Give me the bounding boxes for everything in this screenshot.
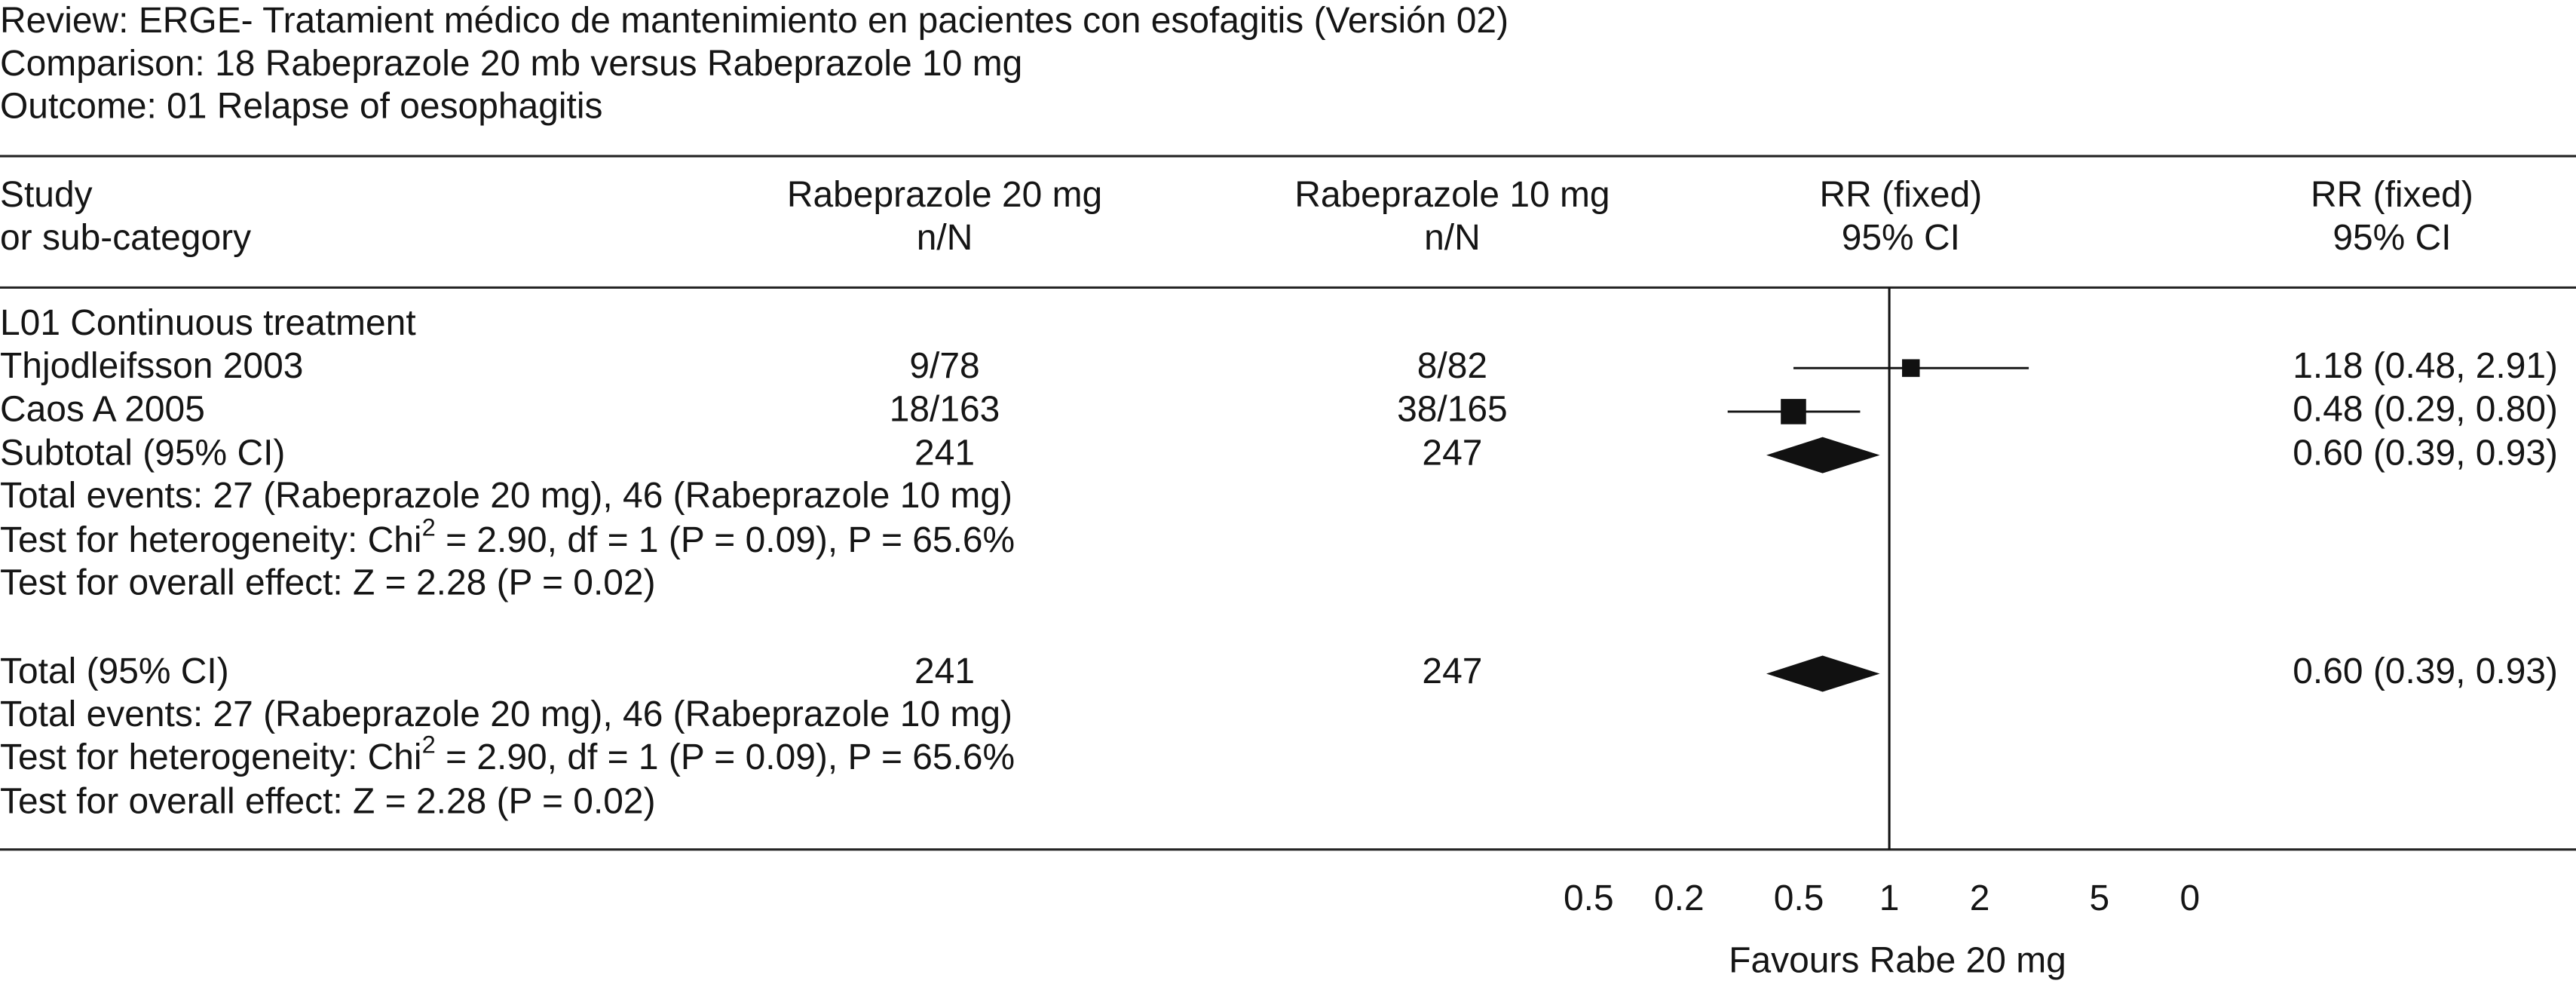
group1-cell: 241 [914,433,975,473]
group1-cell: 241 [914,651,975,691]
comparison: Comparison: 18 Rabeprazole 20 mb versus … [0,44,1022,84]
text-part: Test for heterogeneity: Chi [0,520,422,560]
column-header: n/N [1424,218,1481,258]
column-header: n/N [917,218,973,258]
estimate-label: 0.48 (0.29, 0.80) [2293,390,2558,430]
estimate-label: 1.18 (0.48, 2.91) [2293,346,2558,386]
column-header: RR (fixed) [2311,175,2473,215]
axis-label: Favours Rabe 20 mg [1729,941,2066,981]
group2-cell: 8/82 [1417,346,1487,386]
x-tick-label: 2 [1970,878,1990,918]
weight-square [1902,359,1920,377]
column-header: Study [0,175,93,215]
review-title: Review: ERGE- Tratamient médico de mante… [0,1,1509,41]
text-part: = 2.90, df = 1 (P = 0.09), P = 65.6% [436,737,1015,777]
overall-effect: Test for overall effect: Z = 2.28 (P = 0… [0,562,656,602]
pooled-name: Total (95% CI) [0,651,229,691]
column-header: 95% CI [1842,218,1960,258]
x-tick-label: 0.5 [1564,878,1614,918]
x-tick-label: 1 [1879,878,1900,918]
column-header: Rabeprazole 10 mg [1294,175,1610,215]
column-header: Rabeprazole 20 mg [787,175,1102,215]
column-header: RR (fixed) [1819,175,1982,215]
x-tick-label: 0.2 [1654,878,1705,918]
pooled-diamond [1766,437,1880,474]
study-name: Thjodleifsson 2003 [0,346,303,386]
pooled-diamond [1766,655,1880,692]
group2-cell: 247 [1422,651,1482,691]
heterogeneity-test: Test for heterogeneity: Chi2 = 2.90, df … [0,513,1015,559]
outcome: Outcome: 01 Relapse of oesophagitis [0,86,602,126]
x-tick-label: 0.5 [1774,878,1824,918]
heterogeneity-test: Test for heterogeneity: Chi2 = 2.90, df … [0,730,1015,777]
superscript: 2 [422,730,436,758]
text-part: = 2.90, df = 1 (P = 0.09), P = 65.6% [436,520,1015,560]
group2-cell: 38/165 [1397,390,1508,430]
column-header: or sub-category [0,218,251,258]
superscript: 2 [422,513,436,541]
overall-effect: Test for overall effect: Z = 2.28 (P = 0… [0,781,656,821]
study-name: Caos A 2005 [0,390,205,430]
estimate-label: 0.60 (0.39, 0.93) [2293,433,2558,473]
weight-square [1781,399,1806,425]
group2-cell: 247 [1422,433,1482,473]
x-tick-label: 5 [2090,878,2110,918]
column-header: 95% CI [2332,218,2451,258]
pooled-name: Subtotal (95% CI) [0,433,285,473]
estimate-label: 0.60 (0.39, 0.93) [2293,651,2558,691]
group1-cell: 9/78 [909,346,979,386]
text-part: Test for heterogeneity: Chi [0,737,422,777]
group-title: L01 Continuous treatment [0,303,416,343]
group1-cell: 18/163 [890,390,1000,430]
total-events: Total events: 27 (Rabeprazole 20 mg), 46… [0,476,1012,516]
total-events: Total events: 27 (Rabeprazole 20 mg), 46… [0,694,1012,734]
x-tick-label: 0 [2180,878,2201,918]
